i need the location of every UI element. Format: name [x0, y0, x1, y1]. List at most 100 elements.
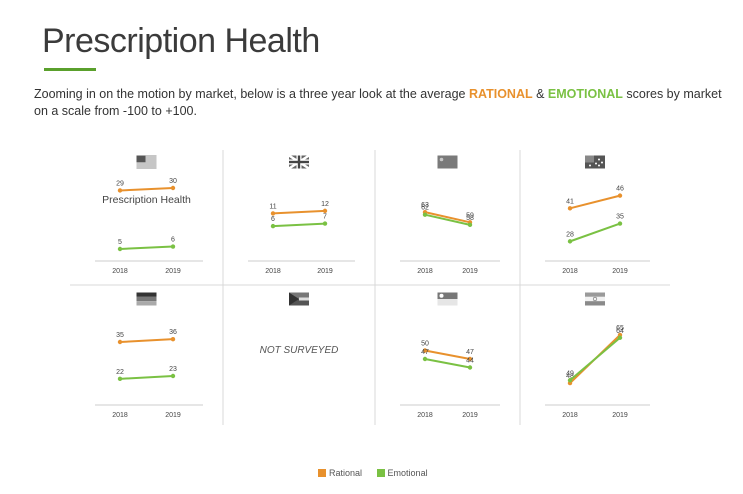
title-underline — [44, 68, 96, 71]
data-label: 49 — [566, 370, 574, 377]
subtitle-amp: & — [532, 87, 548, 101]
series-line-rational — [119, 338, 174, 343]
flag-part — [585, 296, 605, 302]
india-flag-icon — [585, 292, 605, 306]
legend-swatch-emotional — [376, 469, 385, 477]
x-tick-label: 2018 — [562, 412, 578, 419]
series-line-emotional — [569, 336, 621, 382]
data-label: 35 — [116, 332, 124, 339]
uk-flag-icon — [288, 154, 310, 170]
data-label: 47 — [466, 349, 474, 356]
flag-part — [136, 301, 157, 306]
flag-part — [136, 161, 157, 163]
data-label: 44 — [466, 358, 474, 365]
data-point-rational — [422, 348, 428, 353]
legend-label-emotional: Emotional — [387, 468, 428, 478]
data-point-rational — [117, 339, 123, 345]
market-chart: 2018 2019 Prescription Health 29 30 5 6 — [95, 155, 203, 275]
data-label: 35 — [616, 214, 624, 221]
singapore-flag-icon — [437, 292, 458, 306]
flag-part — [589, 164, 591, 167]
flag-part — [136, 167, 157, 169]
flag-part — [585, 155, 594, 163]
series-line-emotional — [569, 222, 621, 243]
data-label: 6 — [171, 237, 175, 244]
x-tick-label: 2018 — [562, 268, 578, 275]
data-label: 63 — [421, 202, 429, 209]
data-point-emotional — [170, 373, 176, 379]
flag-part — [595, 162, 597, 165]
x-tick-label: 2019 — [317, 268, 333, 275]
subtitle-emotional: EMOTIONAL — [547, 87, 623, 101]
data-point-rational — [117, 188, 123, 193]
series-line-rational — [119, 187, 174, 192]
x-tick-label: 2018 — [265, 268, 281, 275]
legend-item-rational: Rational — [318, 468, 362, 478]
data-point-emotional — [422, 212, 428, 217]
data-label: 28 — [566, 231, 574, 238]
flag-part — [289, 292, 309, 299]
flag-part — [439, 157, 444, 162]
data-label: 50 — [421, 341, 429, 348]
data-point-emotional — [567, 378, 573, 383]
data-label: 5 — [118, 239, 122, 246]
series-line-rational — [569, 194, 621, 210]
series-line-emotional — [424, 213, 471, 226]
series-line-rational — [424, 211, 471, 224]
us-flag-icon — [136, 155, 157, 169]
south-africa-flag-icon — [289, 292, 309, 306]
flag-part — [136, 157, 157, 159]
market-chart: 2018 2019 35 36 22 23 — [95, 292, 203, 419]
data-label: 41 — [566, 198, 574, 205]
data-label: 36 — [169, 329, 177, 336]
data-label: 47 — [421, 349, 429, 356]
market-chart: 2018 2019 41 46 28 35 — [545, 155, 650, 275]
data-label: 6 — [271, 216, 275, 223]
page-title: Prescription Health — [42, 22, 320, 60]
data-point-emotional — [170, 244, 176, 249]
flag-part — [598, 158, 600, 161]
subtitle-text-pre: Zooming in on the motion by market, belo… — [34, 87, 469, 101]
flag-part — [289, 292, 299, 306]
germany-flag-icon — [136, 292, 157, 306]
data-label: 30 — [169, 178, 177, 185]
data-label: 58 — [466, 215, 474, 222]
data-point-emotional — [117, 376, 123, 382]
data-label: 12 — [321, 201, 329, 208]
flag-part — [592, 296, 598, 302]
flag-part — [136, 165, 157, 167]
data-point-emotional — [617, 221, 623, 226]
data-label: 29 — [116, 180, 124, 187]
flag-part — [437, 292, 458, 299]
x-tick-label: 2018 — [112, 412, 128, 419]
data-label: 65 — [616, 325, 624, 332]
flag-part — [136, 296, 157, 302]
series-line-rational — [424, 349, 471, 360]
x-tick-label: 2018 — [112, 268, 128, 275]
page-subtitle: Zooming in on the motion by market, belo… — [34, 86, 724, 120]
flag-part — [439, 293, 444, 298]
data-point-emotional — [617, 335, 623, 340]
data-label: 64 — [616, 328, 624, 335]
data-point-rational — [270, 211, 276, 216]
series-line-emotional — [272, 222, 326, 228]
legend-swatch-rational — [318, 469, 326, 477]
market-chart: 2018 2019 48 65 49 64 — [545, 292, 650, 419]
data-label: 62 — [421, 205, 429, 212]
data-point-emotional — [422, 356, 428, 362]
data-point-emotional — [467, 222, 473, 228]
legend-item-emotional: Emotional — [376, 468, 428, 478]
x-tick-label: 2018 — [417, 268, 433, 275]
data-point-emotional — [117, 246, 123, 252]
flag-part — [289, 299, 309, 306]
data-label: 7 — [323, 214, 327, 221]
subtitle-text-post: scores by market on a scale from -100 to… — [34, 87, 722, 118]
data-label: 48 — [566, 373, 574, 380]
x-tick-label: 2019 — [462, 412, 478, 419]
series-line-emotional — [424, 358, 471, 369]
china-flag-icon — [437, 155, 458, 169]
series-line-emotional — [119, 245, 174, 250]
flag-part — [299, 297, 309, 301]
